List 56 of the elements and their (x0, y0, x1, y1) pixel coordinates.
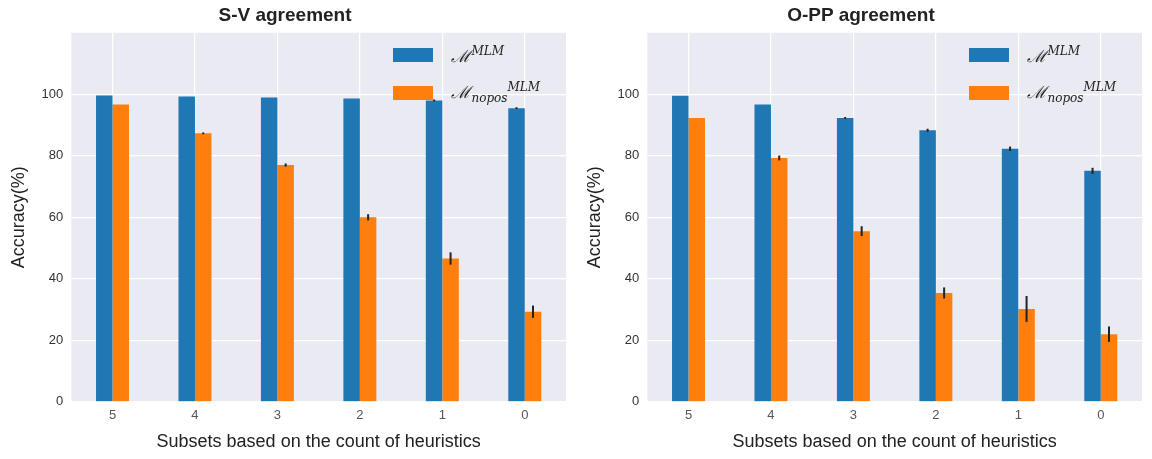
bar (343, 98, 360, 402)
bar (442, 258, 459, 402)
x-tick-label: 5 (108, 407, 117, 423)
x-tick-label: 4 (191, 407, 199, 423)
bar (359, 217, 377, 402)
legend-label: ℳ$^{MLM}$ (451, 43, 504, 67)
bar (672, 95, 689, 402)
y-axis-title: Accuracy(%) (583, 166, 604, 269)
bar (770, 157, 788, 402)
x-tick-label: 3 (273, 407, 282, 423)
bar (194, 133, 212, 402)
y-tick-label: 60 (48, 208, 64, 224)
x-axis-title: Subsets based on the count of heuristics (156, 431, 481, 452)
legend-label: ℳ$^{MLM}$ (1027, 43, 1080, 67)
bar (688, 117, 706, 402)
y-tick-label: 80 (624, 147, 640, 163)
bar (524, 311, 542, 402)
bar (508, 108, 525, 402)
y-tick-label: 40 (624, 270, 640, 286)
x-tick-label: 2 (932, 407, 940, 423)
bar (425, 100, 443, 402)
x-tick-label: 1 (1014, 407, 1022, 423)
bar (96, 95, 113, 402)
bar (1100, 334, 1118, 402)
chart-title: O-PP agreement (787, 3, 936, 25)
y-tick-label: 100 (41, 85, 64, 101)
bar (853, 231, 870, 402)
x-tick-label: 2 (356, 407, 364, 423)
x-tick-label: 5 (684, 407, 693, 423)
bar (1018, 308, 1035, 402)
y-tick-label: 0 (632, 393, 640, 409)
y-tick-label: 100 (617, 85, 640, 101)
chart-title: S-V agreement (218, 3, 353, 25)
x-tick-label: 4 (767, 407, 775, 423)
y-tick-label: 40 (48, 270, 64, 286)
bar (935, 292, 953, 402)
bar (178, 96, 195, 402)
bar (1001, 148, 1019, 402)
y-tick-label: 0 (56, 393, 64, 409)
bar (836, 117, 854, 402)
bar (1084, 170, 1101, 402)
y-tick-label: 60 (624, 208, 640, 224)
bar (277, 165, 294, 402)
x-tick-label: 0 (1097, 407, 1105, 423)
bar (754, 104, 771, 402)
y-tick-label: 20 (624, 331, 640, 347)
x-tick-label: 1 (438, 407, 446, 423)
x-axis-title: Subsets based on the count of heuristics (732, 431, 1057, 452)
x-tick-label: 3 (849, 407, 858, 423)
y-tick-label: 20 (48, 331, 64, 347)
bar (112, 104, 130, 402)
bar (260, 97, 278, 402)
y-tick-label: 80 (48, 147, 64, 163)
y-axis-title: Accuracy(%) (7, 166, 28, 269)
x-tick-label: 0 (521, 407, 529, 423)
bar (919, 130, 936, 402)
